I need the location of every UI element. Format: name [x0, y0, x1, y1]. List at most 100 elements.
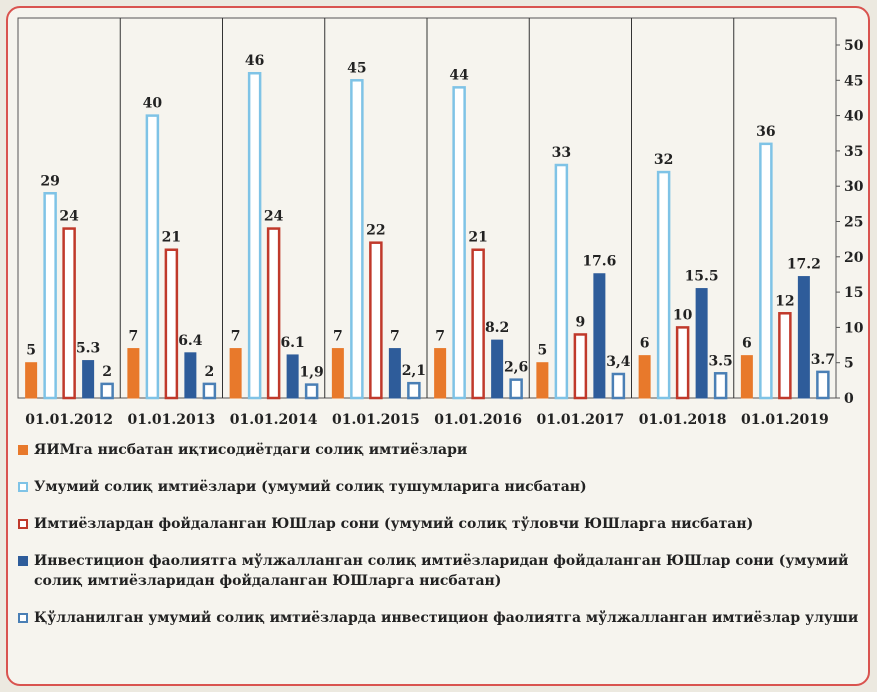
data-label: 10 [673, 307, 693, 323]
bar [452, 86, 466, 400]
data-label: 7 [390, 329, 400, 345]
bar [331, 348, 344, 399]
data-label: 6 [640, 336, 650, 352]
bar [778, 312, 792, 400]
data-label: 7 [333, 329, 343, 345]
data-label: 15.5 [685, 269, 719, 285]
bar [286, 354, 299, 399]
legend-swatch [18, 445, 28, 455]
bar [656, 170, 671, 400]
data-label: 24 [264, 209, 284, 225]
y-tick-label: 5 [844, 356, 854, 372]
bar [638, 355, 651, 399]
x-tick-label: 01.01.2015 [332, 412, 420, 428]
bar [797, 276, 810, 399]
legend-label: Умумий солиқ имтиёзлари (умумий солиқ ту… [34, 479, 587, 495]
bar [202, 382, 217, 400]
bar [62, 227, 76, 400]
x-tick-label: 01.01.2013 [128, 412, 216, 428]
y-tick-label: 45 [844, 73, 863, 89]
data-label: 5 [538, 343, 548, 359]
legend-swatch [18, 613, 28, 623]
bar [740, 355, 753, 399]
legend-label: Инвестицион фаолиятга мўлжалланган солиқ… [34, 553, 849, 589]
data-label: 40 [143, 96, 163, 112]
data-label: 44 [449, 67, 469, 83]
data-label: 7 [231, 329, 241, 345]
data-label: 2,1 [402, 363, 426, 379]
data-label: 3.5 [708, 353, 732, 369]
data-label: 46 [245, 53, 264, 69]
x-tick-label: 01.01.2017 [537, 412, 625, 428]
data-label: 5.3 [76, 341, 100, 357]
bar [266, 227, 281, 400]
bar [593, 273, 606, 399]
data-label: 7 [129, 329, 139, 345]
bar [100, 382, 114, 400]
data-label: 24 [59, 209, 79, 225]
legend-item: Қўлланилган умумий солиқ имтиёзларда инв… [18, 608, 868, 628]
data-label: 22 [366, 223, 385, 239]
legend-item: Умумий солиқ имтиёзлари (умумий солиқ ту… [18, 477, 868, 497]
bar [471, 248, 485, 400]
y-tick-label: 15 [844, 285, 863, 301]
x-tick-label: 01.01.2014 [230, 412, 318, 428]
data-label: 3,4 [606, 354, 631, 370]
data-label: 29 [40, 173, 59, 189]
bar [25, 362, 38, 399]
data-label: 21 [468, 230, 487, 246]
legend-swatch [18, 519, 28, 529]
bar [145, 114, 160, 400]
bar [43, 192, 57, 400]
data-label: 2,6 [504, 360, 528, 376]
y-tick-label: 20 [844, 250, 864, 266]
legend-swatch [18, 556, 28, 566]
bar [536, 362, 549, 399]
y-tick-label: 50 [844, 38, 864, 54]
data-label: 17.6 [582, 254, 616, 270]
y-tick-label: 10 [844, 320, 864, 336]
bar [759, 142, 773, 400]
data-label: 9 [576, 314, 586, 330]
x-tick-label: 01.01.2019 [741, 412, 829, 428]
legend-swatch [18, 482, 28, 492]
bar [713, 372, 728, 400]
data-label: 5 [26, 343, 36, 359]
bar [127, 348, 140, 399]
bar [229, 348, 242, 399]
bar [184, 352, 197, 399]
data-label: 17.2 [787, 257, 821, 273]
y-tick-label: 35 [844, 144, 863, 160]
legend-label: ЯИМга нисбатан иқтисодиётдаги солиқ имти… [34, 442, 468, 458]
data-label: 36 [756, 124, 775, 140]
x-tick-label: 01.01.2012 [25, 412, 113, 428]
bar [434, 348, 447, 399]
y-tick-label: 40 [844, 109, 864, 125]
bar [695, 288, 708, 399]
bar [611, 372, 626, 400]
data-label: 1,9 [299, 365, 323, 381]
bar [573, 333, 588, 400]
bar [164, 248, 179, 400]
bar [491, 339, 504, 399]
x-tick-label: 01.01.2016 [434, 412, 522, 428]
y-tick-label: 0 [844, 391, 854, 407]
data-label: 33 [552, 145, 571, 161]
bar [407, 381, 421, 400]
bar [247, 71, 262, 400]
data-label: 6.4 [178, 333, 203, 349]
legend-item: Инвестицион фаолиятга мўлжалланган солиқ… [18, 551, 868, 591]
data-label: 21 [162, 230, 181, 246]
legend: ЯИМга нисбатан иқтисодиётдаги солиқ имти… [18, 440, 868, 645]
legend-label: Имтиёзлардан фойдаланган ЮШлар сони (уму… [34, 516, 754, 532]
legend-label: Қўлланилган умумий солиқ имтиёзларда инв… [34, 610, 859, 626]
data-label: 6 [742, 336, 752, 352]
bar [304, 383, 319, 400]
legend-item: Имтиёзлардан фойдаланган ЮШлар сони (уму… [18, 514, 868, 534]
data-label: 32 [654, 152, 673, 168]
bar [675, 326, 690, 400]
data-label: 8.2 [485, 320, 509, 336]
x-tick-label: 01.01.2018 [639, 412, 727, 428]
bar [350, 79, 364, 400]
data-label: 2 [102, 364, 112, 380]
